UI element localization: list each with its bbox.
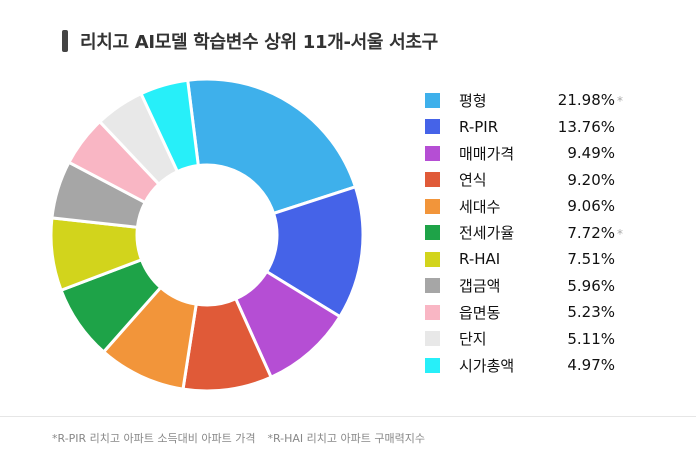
legend-label: 전세가율: [459, 224, 515, 243]
legend-label: 단지: [459, 330, 487, 349]
donut-slice-11: [139, 78, 201, 174]
legend-label: R-HAI: [459, 250, 501, 269]
footnote-rpir: *R-PIR 리치고 아파트 소득대비 아파트 가격: [52, 432, 256, 445]
legend-swatch: [425, 92, 440, 108]
legend-swatch: [425, 172, 440, 188]
legend-label: 매매가격: [459, 144, 515, 163]
title-bar-marker: [62, 30, 68, 52]
legend-value: 5.11%: [567, 329, 615, 348]
legend-item: 매매가격 9.49%: [425, 140, 625, 167]
legend-swatch: [425, 225, 440, 241]
footnote-rhai: *R-HAI 리치고 아파트 구매력지수: [267, 432, 425, 445]
legend-item: 전세가율 7.72% *: [425, 220, 625, 247]
legend-label: 읍면동: [459, 303, 501, 322]
chart-legend: 평형 21.98% * R-PIR 13.76% 매매가격 9.49% 연식 9.20% 세대수 9…: [425, 87, 625, 379]
legend-value: 9.06%: [567, 197, 615, 216]
legend-footnote-mark: *: [617, 94, 623, 108]
legend-footnote-mark: *: [617, 226, 623, 241]
legend-label: 평형: [459, 91, 487, 110]
legend-swatch: [425, 304, 440, 320]
legend-swatch: [425, 278, 440, 294]
legend-value: 13.76%: [557, 117, 615, 136]
legend-value: 9.49%: [567, 144, 615, 163]
legend-value: 7.72%: [567, 223, 615, 242]
footnotes: *R-PIR 리치고 아파트 소득대비 아파트 가격 *R-HAI 리치고 아파…: [52, 430, 425, 446]
legend-label: 시가총액: [459, 356, 515, 375]
legend-value: 5.23%: [567, 303, 615, 322]
legend-swatch: [425, 119, 440, 135]
title-area: 리치고 AI모델 학습변수 상위 11개-서울 서초구: [62, 28, 438, 54]
legend-item: R-HAI 7.51%: [425, 246, 625, 273]
legend-item: 세대수 9.06%: [425, 193, 625, 220]
footer-divider: [0, 416, 696, 417]
legend-label: 갭금액: [459, 277, 501, 296]
donut-chart: [49, 77, 365, 393]
donut-slice-1: [185, 77, 358, 216]
legend-label: R-PIR: [459, 117, 499, 136]
legend-label: 연식: [459, 171, 487, 190]
legend-swatch: [425, 251, 440, 267]
legend-item: 평형 21.98% *: [425, 87, 625, 114]
legend-swatch: [425, 145, 440, 161]
legend-value: 21.98%: [557, 91, 615, 110]
legend-value: 7.51%: [567, 250, 615, 269]
legend-swatch: [425, 357, 440, 373]
legend-item: 갭금액 5.96%: [425, 273, 625, 300]
legend-value: 4.97%: [567, 356, 615, 375]
legend-swatch: [425, 198, 440, 214]
legend-item: 단지 5.11%: [425, 326, 625, 353]
legend-item: 읍면동 5.23%: [425, 299, 625, 326]
legend-label: 세대수: [459, 197, 501, 216]
legend-value: 5.96%: [567, 276, 615, 295]
chart-title: 리치고 AI모델 학습변수 상위 11개-서울 서초구: [80, 32, 438, 53]
legend-item: 연식 9.20%: [425, 167, 625, 194]
legend-value: 9.20%: [567, 170, 615, 189]
legend-item: R-PIR 13.76%: [425, 114, 625, 141]
legend-item: 시가총액 4.97%: [425, 352, 625, 379]
legend-swatch: [425, 331, 440, 347]
